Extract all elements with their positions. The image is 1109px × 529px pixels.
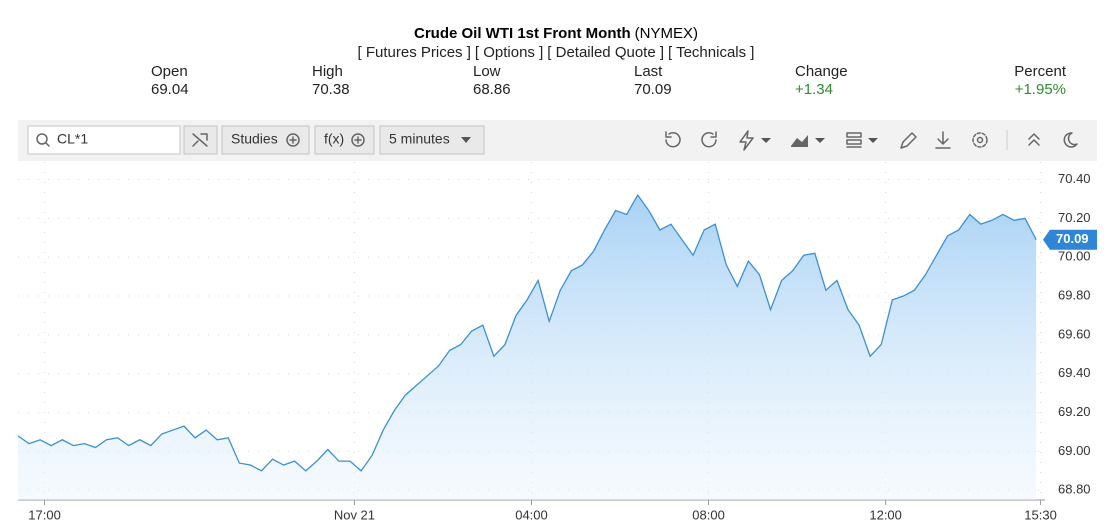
draw-icon[interactable] bbox=[739, 130, 754, 151]
plus-icon bbox=[289, 136, 297, 144]
title: Crude Oil WTI 1st Front Month (NYMEX) bbox=[414, 25, 698, 42]
layout-icon[interactable] bbox=[846, 132, 862, 148]
quote-label: Change bbox=[795, 63, 848, 80]
quote-label: Last bbox=[634, 63, 663, 80]
link[interactable]: [ Technicals ] bbox=[668, 44, 754, 61]
y-tick-label: 69.00 bbox=[1058, 443, 1091, 458]
x-tick-label: 04:00 bbox=[515, 507, 548, 522]
quote-value: 70.38 bbox=[312, 81, 350, 98]
x-tick-label: 17:00 bbox=[28, 507, 61, 522]
redo-icon[interactable] bbox=[701, 131, 717, 148]
x-tick-label: 08:00 bbox=[692, 507, 725, 522]
quote-value: 70.09 bbox=[634, 81, 672, 98]
last-price-label: 70.09 bbox=[1056, 231, 1089, 246]
y-tick-label: 69.80 bbox=[1058, 287, 1091, 302]
dropdown-icon bbox=[761, 138, 771, 143]
title-exchange: (NYMEX) bbox=[635, 25, 698, 42]
search-box[interactable] bbox=[27, 125, 181, 155]
settings-icon bbox=[976, 136, 984, 144]
collapse-icon[interactable] bbox=[1028, 133, 1040, 146]
studies-label: Studies bbox=[231, 131, 278, 147]
search-icon bbox=[45, 142, 50, 147]
quote-label: Low bbox=[473, 63, 501, 80]
theme-icon[interactable] bbox=[1063, 132, 1078, 148]
search-icon bbox=[36, 133, 48, 145]
undo-icon[interactable] bbox=[665, 131, 681, 148]
link[interactable]: [ Options ] bbox=[475, 44, 543, 61]
dropdown-icon bbox=[868, 138, 878, 143]
quote-value: 69.04 bbox=[151, 81, 189, 98]
y-tick-label: 69.60 bbox=[1058, 326, 1091, 341]
function-label: f(x) bbox=[324, 131, 344, 147]
line bbox=[17, 193, 1037, 472]
y-tick-label: 70.20 bbox=[1058, 210, 1091, 225]
y-tick-label: 69.20 bbox=[1058, 404, 1091, 419]
y-tick-label: 68.80 bbox=[1058, 482, 1091, 497]
toolbar-icons bbox=[665, 130, 1078, 151]
pen-icon[interactable] bbox=[900, 132, 917, 149]
quote-value: +1.34 bbox=[795, 81, 833, 98]
x-tick-label: 12:00 bbox=[869, 507, 902, 522]
interval-label: 5 minutes bbox=[389, 131, 450, 147]
links: [ Futures Prices ][ Options ][ Detailed … bbox=[358, 44, 755, 61]
dropdown-icon bbox=[815, 138, 825, 143]
download-icon[interactable] bbox=[935, 131, 951, 149]
settings-icon[interactable] bbox=[972, 132, 988, 148]
compare-icon bbox=[192, 133, 208, 147]
x-tick-label: 15:30 bbox=[1024, 507, 1057, 522]
title-name: Crude Oil WTI 1st Front Month bbox=[414, 25, 631, 42]
quote-value: 68.86 bbox=[473, 81, 511, 98]
y-tick-label: 69.40 bbox=[1058, 365, 1091, 380]
x-tick-label: Nov 21 bbox=[334, 507, 375, 522]
quote-label: Percent bbox=[1014, 63, 1067, 80]
last-price-tag bbox=[1043, 229, 1097, 250]
chart-type-icon[interactable] bbox=[791, 135, 808, 147]
y-tick-label: 70.00 bbox=[1058, 249, 1091, 264]
quote-value: +1.95% bbox=[1015, 81, 1066, 98]
link[interactable]: [ Futures Prices ] bbox=[358, 44, 471, 61]
plus-icon bbox=[351, 133, 365, 147]
dropdown-icon bbox=[461, 137, 471, 143]
plus-icon bbox=[286, 133, 300, 147]
link[interactable]: [ Detailed Quote ] bbox=[547, 44, 664, 61]
y-tick-label: 70.40 bbox=[1058, 171, 1091, 186]
quote-label: High bbox=[312, 63, 343, 80]
plot: 68.80 69.00 69.20 69.40 69.60 69.80 70.00 70.20… bbox=[17, 162, 1097, 522]
quote-label: Open bbox=[151, 63, 188, 80]
symbol: CL*1 bbox=[57, 131, 88, 147]
area bbox=[18, 195, 1037, 500]
link-row: [ Futures Prices ][ Options ][ Detailed … bbox=[358, 44, 755, 61]
plus-icon bbox=[354, 136, 362, 144]
